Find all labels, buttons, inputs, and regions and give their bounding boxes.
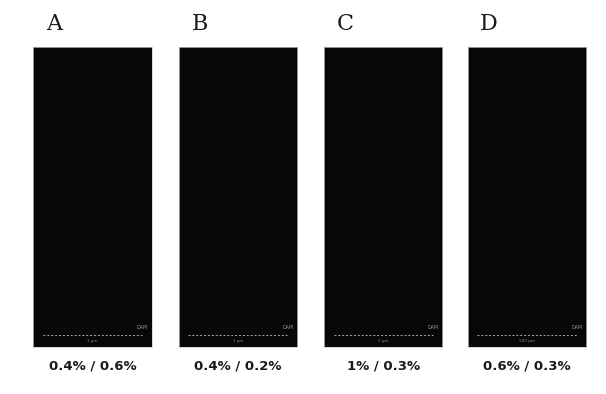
Text: DAPI: DAPI <box>427 325 439 330</box>
Text: 1% / 0.3%: 1% / 0.3% <box>347 359 420 372</box>
Text: 0.6% / 0.3%: 0.6% / 0.3% <box>483 359 571 372</box>
Text: 1 µm: 1 µm <box>233 339 243 343</box>
Text: DAPI: DAPI <box>136 325 148 330</box>
Text: 1 µm: 1 µm <box>378 339 388 343</box>
Text: 500 µm: 500 µm <box>519 339 535 343</box>
Text: 1 µm: 1 µm <box>87 339 98 343</box>
Text: DAPI: DAPI <box>571 325 582 330</box>
Text: 0.4% / 0.2%: 0.4% / 0.2% <box>194 359 282 372</box>
Text: DAPI: DAPI <box>282 325 293 330</box>
Text: B: B <box>192 13 208 35</box>
Text: C: C <box>337 13 354 35</box>
Text: D: D <box>480 13 498 35</box>
Text: A: A <box>47 13 62 35</box>
Text: 0.4% / 0.6%: 0.4% / 0.6% <box>48 359 136 372</box>
